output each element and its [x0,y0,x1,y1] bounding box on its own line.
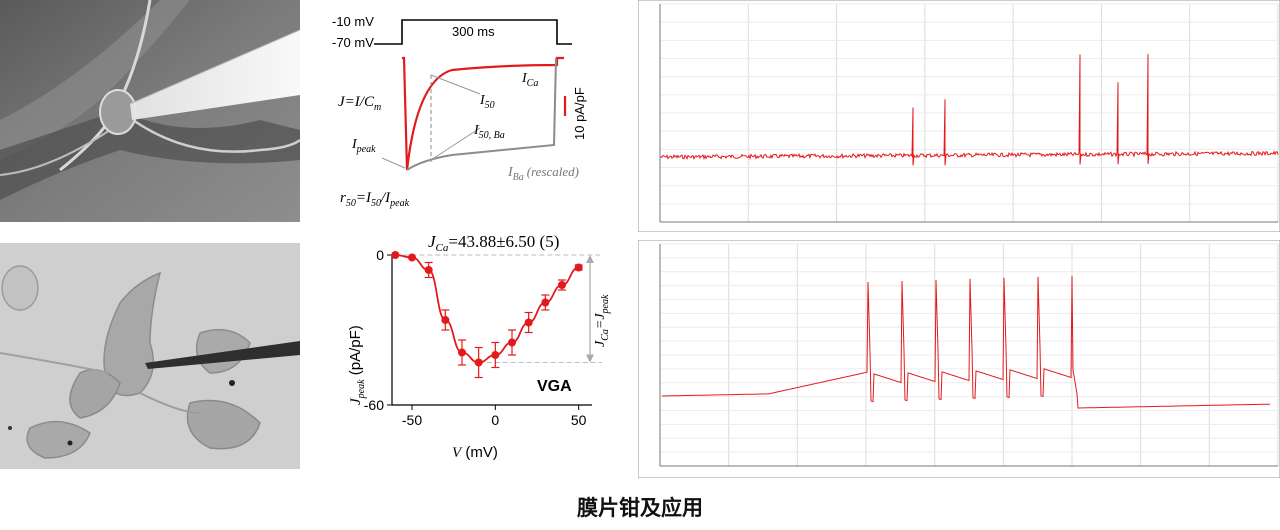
data-point [458,348,466,357]
iba-label: IBa (rescaled) [507,164,579,183]
iv-curve-chart: JCa=43.88±6.50 (5) 0 -60 -50 0 50 Jpeak (pA/… [347,232,611,461]
microscope-image-top [0,0,300,222]
ratio-formula: r50=I50/Ipeak [340,190,410,209]
iv-side-label: JCa=Jpeak [593,294,611,347]
top-trace-grid [659,3,1279,223]
top-trace-line [660,54,1279,166]
recording-trace-top [638,0,1280,232]
bottom-trace-line [662,275,1270,409]
iv-xlabel: V (mV) [452,444,498,461]
figure-caption: 膜片钳及应用 [577,496,703,520]
data-point [474,358,483,367]
barium-current-trace [406,57,557,171]
x-tick-label: 0 [491,412,499,428]
patch-pipette-photo-1 [0,0,300,222]
data-point [558,281,566,289]
recording-trace-top-chart [638,0,1280,232]
duration-label: 300 ms [452,24,495,39]
data-point [408,253,416,262]
recording-trace-bottom [638,240,1280,478]
iv-ylabel: Jpeak (pA/pF) [347,325,367,405]
voltage-low-label: -70 mV [332,35,374,50]
patch-pipette-photo-2 [0,243,300,469]
i50-label: I50 [479,93,495,111]
current-trace-panel: -10 mV -70 mV 300 ms ICa I50 I50, Ba Ipe… [332,10,622,220]
vga-tag: VGA [537,378,572,395]
ica-label: ICa [521,71,538,89]
fit-curve [395,254,579,364]
data-point [524,318,533,327]
voltage-high-label: -10 mV [332,14,374,29]
iv-curve-panel: JCa=43.88±6.50 (5) 0 -60 -50 0 50 Jpeak (pA/… [332,225,632,470]
iv-title: JCa=43.88±6.50 (5) [428,232,559,254]
data-point [574,263,583,272]
scale-bar-label: 10 pA/pF [572,87,587,140]
x-tick-label: 50 [571,412,587,428]
voltage-protocol-line [374,19,572,45]
data-point [424,266,433,274]
data-point [491,351,500,359]
arrow-head-up [586,255,594,263]
data-point [508,338,516,347]
formula-j-label: J=I/Cm [338,94,381,113]
y-tick-label: -60 [364,397,384,413]
iv-plot-area: 0 -60 -50 0 50 [364,247,602,428]
data-point [541,298,550,307]
calcium-current-trace [402,56,564,171]
microscope-image-bottom [0,243,300,469]
data-point [391,251,400,259]
ipeak-label: Ipeak [351,137,376,155]
current-trace-figure: -10 mV -70 mV 300 ms ICa I50 I50, Ba Ipe… [332,14,587,209]
arrow-head-down [586,354,594,363]
i50ba-label: I50, Ba [473,123,505,141]
recording-trace-bottom-chart [638,240,1280,478]
x-tick-label: -50 [402,412,422,428]
y-tick-label: 0 [376,247,384,263]
data-point [441,316,450,324]
